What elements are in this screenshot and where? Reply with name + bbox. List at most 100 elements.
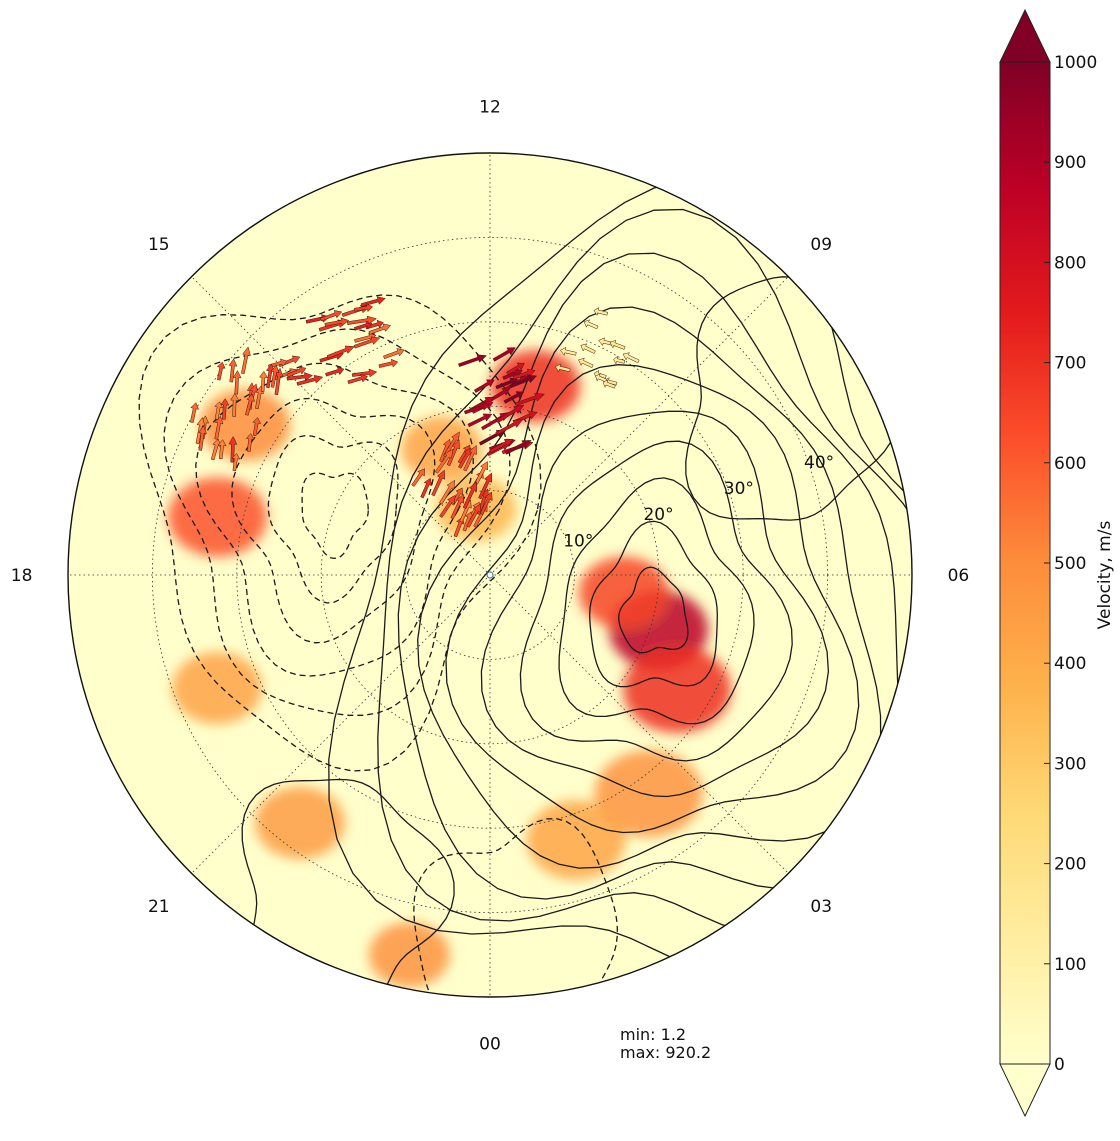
velocity-vector <box>326 345 356 359</box>
colatitude-labels: 10° 20° 30° 40° <box>563 453 834 551</box>
mlt-label-06: 06 <box>948 566 970 586</box>
velocity-vector <box>351 368 378 378</box>
negative-contour <box>163 328 511 716</box>
velocity-vector <box>216 361 226 381</box>
velocity-vector <box>354 303 374 313</box>
velocity-vector <box>496 404 525 424</box>
velocity-vector <box>434 448 454 474</box>
velocity-vector <box>463 444 477 472</box>
colatitude-label: 30° <box>724 479 754 499</box>
velocity-vectors <box>190 296 640 538</box>
velocity-patch-9 <box>368 922 450 988</box>
colorbar-tick-label: 200 <box>1054 855 1086 875</box>
velocity-vector <box>583 319 599 330</box>
velocity-vector <box>560 346 577 356</box>
colorbar: 0 100 200 300 400 500 600 700 800 900 1000 Velocit… <box>999 8 1115 1118</box>
mlt-spoke <box>489 276 789 576</box>
velocity-vector <box>439 479 456 505</box>
velocity-vector <box>503 391 525 404</box>
velocity-vector <box>220 398 230 420</box>
velocity-vector <box>443 431 460 458</box>
colorbar-tick-label: 800 <box>1054 253 1086 273</box>
velocity-patch-4 <box>526 800 626 880</box>
colorbar-tick-label: 500 <box>1054 554 1086 574</box>
velocity-vector <box>463 402 491 415</box>
pole-marker <box>486 571 494 579</box>
velocity-patch-8 <box>254 786 345 859</box>
velocity-vector <box>473 379 495 393</box>
colorbar-tick-label: 600 <box>1054 454 1086 474</box>
velocity-vector <box>217 439 227 460</box>
mlt-label-12: 12 <box>479 98 501 118</box>
mlt-spoke <box>489 574 789 874</box>
velocity-vector <box>411 468 425 487</box>
velocity-vector <box>478 472 492 500</box>
velocity-vector <box>252 417 262 437</box>
velocity-vector <box>446 439 460 467</box>
velocity-vector <box>458 354 488 367</box>
colorbar-tick-label: 400 <box>1054 654 1086 674</box>
mlt-label-03: 03 <box>810 897 832 917</box>
velocity-vector <box>502 368 523 380</box>
velocity-vector <box>230 392 240 417</box>
velocity-vector <box>228 358 238 383</box>
velocity-vector <box>613 355 626 365</box>
velocity-vector <box>622 352 640 364</box>
velocity-vector <box>467 413 493 428</box>
colorbar-tick-label: 300 <box>1054 754 1086 774</box>
velocity-vector <box>320 310 343 322</box>
negative-contour <box>267 434 399 604</box>
velocity-vector <box>210 438 221 461</box>
positive-contour <box>519 440 793 762</box>
velocity-vector <box>325 366 345 377</box>
velocity-vector <box>245 433 255 452</box>
velocity-vector <box>368 323 392 335</box>
velocity-vector <box>270 364 280 388</box>
positive-contour <box>417 306 882 869</box>
velocity-patch-7 <box>172 652 263 725</box>
velocity-patch-2 <box>578 556 669 629</box>
velocity-vector <box>479 491 493 515</box>
negative-contour <box>195 362 474 677</box>
colatitude-label: 10° <box>563 531 593 551</box>
colorbar-tick-label: 700 <box>1054 354 1086 374</box>
velocity-vector <box>214 401 224 420</box>
velocity-vector <box>578 357 594 368</box>
velocity-vector <box>495 419 524 436</box>
velocity-patch-5 <box>168 477 268 557</box>
velocity-vector <box>286 366 307 378</box>
velocity-vector <box>509 375 538 389</box>
velocity-vector <box>353 336 381 349</box>
colorbar-tick-label: 0 <box>1054 1055 1065 1075</box>
colorbar-tick-label: 100 <box>1054 955 1086 975</box>
velocity-vector <box>474 461 488 485</box>
colorbar-extend-max <box>999 8 1051 63</box>
velocity-vector <box>232 370 242 395</box>
stats-min: min: 1.2 <box>620 1025 686 1044</box>
velocity-vector <box>489 438 514 454</box>
velocity-vector <box>228 435 238 463</box>
positive-contour <box>445 364 860 834</box>
mlt-label-00: 00 <box>479 1034 501 1054</box>
velocity-vector <box>231 453 241 472</box>
polar-disc <box>67 152 913 998</box>
velocity-vector <box>347 373 368 385</box>
negative-contour <box>138 294 542 772</box>
velocity-vector <box>324 317 350 327</box>
mlt-label-09: 09 <box>810 235 832 255</box>
velocity-patch-1 <box>623 646 732 733</box>
positive-contour <box>618 566 689 654</box>
mlt-labels: 12 09 06 03 00 21 18 15 <box>11 98 969 1055</box>
velocity-vector <box>190 402 199 423</box>
colatitude-label: 20° <box>643 505 673 525</box>
velocity-vector <box>609 339 626 350</box>
mlt-label-15: 15 <box>148 235 170 255</box>
colorbar-gradient <box>1000 62 1050 1064</box>
velocity-vector <box>431 469 445 497</box>
velocity-vector <box>198 425 207 451</box>
velocity-vector <box>580 343 596 354</box>
velocity-vector <box>554 363 571 373</box>
disc-border <box>67 152 913 998</box>
velocity-vector <box>346 315 378 326</box>
